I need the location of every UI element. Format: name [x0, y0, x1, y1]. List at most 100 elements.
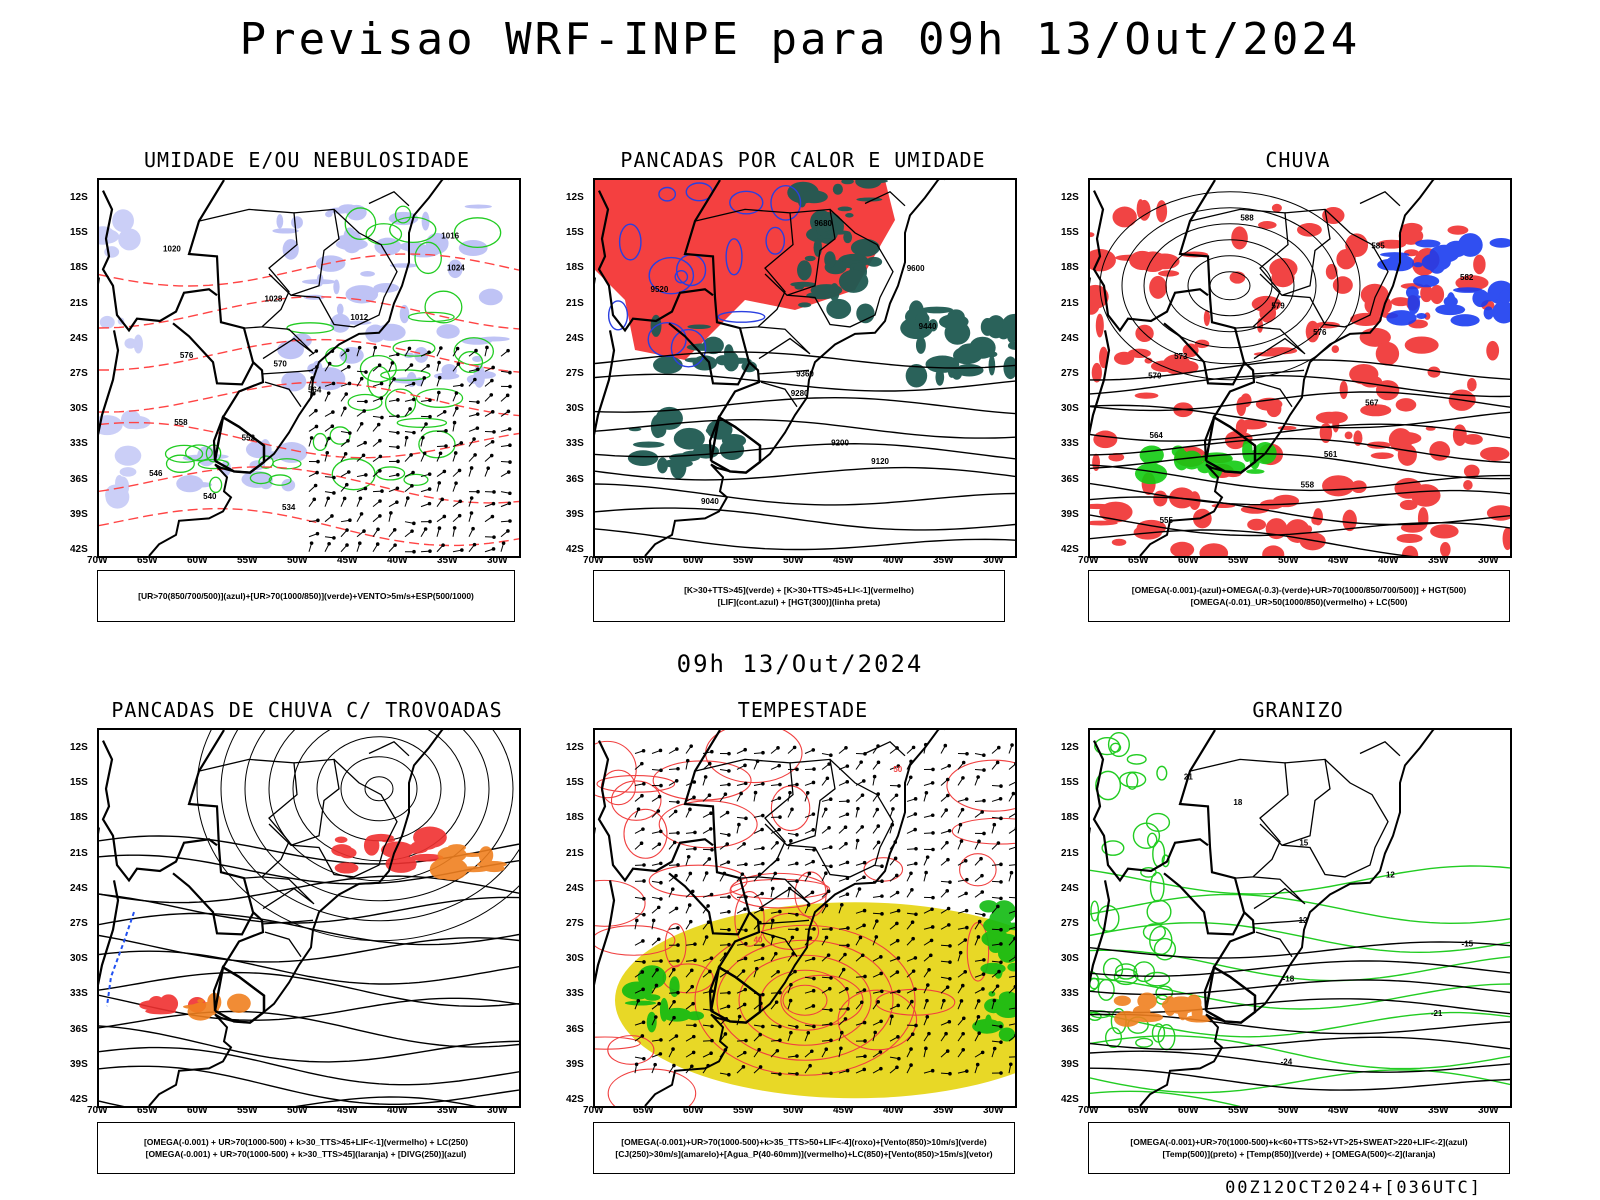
lat-tick-label: 39S: [566, 1058, 584, 1070]
lat-tick-label: 15S: [70, 227, 88, 239]
contour-label: 1012: [350, 313, 368, 322]
jet-yellow-area: [615, 902, 1015, 1099]
rain-blue-area: [1377, 233, 1510, 327]
map-canvas: [99, 730, 519, 1106]
hgt500-contours: [1090, 359, 1510, 556]
lat-tick-label: 24S: [70, 332, 88, 344]
legend-line: [LIF](cont.azul) + [HGT(300)](linha pret…: [717, 597, 881, 607]
lon-tick-label: 40W: [883, 1105, 904, 1116]
lat-tick-label: 24S: [70, 882, 88, 894]
hgt300-contours: [595, 351, 1015, 551]
lat-tick-label: 24S: [566, 882, 584, 894]
lat-tick-label: 12S: [566, 742, 584, 753]
contour-label: 12: [1386, 870, 1395, 879]
lon-tick-label: 30W: [1478, 555, 1499, 566]
contour-label: 564: [308, 386, 322, 395]
wind850-green-area-west: [621, 965, 705, 1033]
legend-line: [Temp(500)](preto) + [Temp(850)](verde) …: [1162, 1149, 1436, 1159]
lat-tick-label: 42S: [70, 543, 88, 555]
map-frame: 1016 1020 1024 1028 1012 576 570 564 558 552 546 54…: [97, 178, 521, 558]
contour-labels: 9680 9600 9520 9440 9360 9280 9200 9120 9040: [651, 219, 937, 506]
instability-teal-area-south: [627, 406, 747, 480]
lat-tick-label: 12S: [1061, 742, 1079, 753]
lat-tick-label: 27S: [566, 917, 584, 929]
panel-title: PANCADAS DE CHUVA C/ TROVOADAS: [111, 698, 503, 722]
lon-tick-label: 60W: [187, 1105, 208, 1116]
storm-orange-area: [429, 844, 507, 881]
lon-tick-label: 45W: [337, 555, 358, 566]
geo-boundaries: [1090, 180, 1440, 556]
lon-tick-label: 45W: [1328, 555, 1349, 566]
lon-tick-label: 45W: [337, 1105, 358, 1116]
lon-tick-label: 55W: [237, 1105, 258, 1116]
temp850-green-isolines: [1090, 865, 1510, 1106]
lat-tick-label: 33S: [566, 988, 584, 1000]
contour-label: 15: [1299, 838, 1308, 847]
lat-tick-label: 36S: [70, 1023, 88, 1035]
lat-tick-label: 21S: [1061, 297, 1079, 309]
lat-tick-label: 36S: [566, 473, 584, 485]
lon-tick-label: 40W: [1378, 1105, 1399, 1116]
legend-line: [UR>70(850/700/500)](azul)+[UR>70(1000/8…: [138, 591, 474, 601]
lon-tick-label: 60W: [683, 555, 704, 566]
contour-label: 558: [174, 418, 188, 427]
lon-tick-label: 50W: [1278, 1105, 1299, 1116]
lon-tick-label: 60W: [187, 555, 208, 566]
lat-tick-label: 21S: [70, 847, 88, 859]
lat-tick-label: 18S: [1061, 262, 1079, 274]
lon-tick-label: 35W: [437, 555, 458, 566]
streamlines-500: [1099, 191, 1361, 381]
instability-teal-area-east: [900, 300, 1015, 388]
legend-box: [OMEGA(-0.001)-(azul)+OMEGA(-0.3)-(verde…: [1088, 570, 1510, 622]
lat-tick-label: 18S: [70, 262, 88, 274]
legend-line: [CJ(250)>30m/s](amarelo)+[Agua_P(40-60mm…: [615, 1149, 993, 1159]
lat-tick-label: 30S: [566, 953, 584, 965]
temp850-green-contours: [1090, 732, 1177, 1051]
lon-tick-label: 70W: [1078, 555, 1099, 566]
lon-tick-label: 55W: [1228, 1105, 1249, 1116]
map-frame: 21 18 15 12 -12 -15 -18 -21 -24: [1088, 728, 1512, 1108]
contour-label: 579: [1271, 301, 1285, 310]
contour-label: -21: [1431, 1009, 1443, 1018]
contour-label: 9280: [791, 389, 809, 398]
lon-tick-label: 35W: [437, 1105, 458, 1116]
geo-boundaries: [595, 180, 945, 556]
wind850-green-area: [972, 900, 1015, 1042]
contour-label: 1016: [441, 231, 459, 240]
lon-tick-label: 35W: [1428, 1105, 1449, 1116]
lat-tick-label: 27S: [1061, 917, 1079, 929]
lat-tick-label: 21S: [1061, 847, 1079, 859]
lat-tick-label: 27S: [1061, 367, 1079, 379]
contour-label: 570: [274, 360, 288, 369]
lon-tick-label: 40W: [387, 555, 408, 566]
contour-label: -15: [1462, 939, 1474, 948]
contour-label: 9680: [814, 219, 832, 228]
contour-label: 564: [1150, 431, 1164, 440]
contour-label: 9200: [831, 439, 849, 448]
lat-tick-label: 33S: [1061, 438, 1079, 450]
map-canvas: 1016 1020 1024 1028 1012 576 570 564 558 552 546 54…: [99, 180, 519, 556]
legend-line: [OMEGA(-0.01)_UR>50(1000/850)(vermelho) …: [1190, 597, 1408, 607]
lon-tick-label: 50W: [1278, 555, 1299, 566]
panel-title: UMIDADE E/OU NEBULOSIDADE: [143, 148, 471, 172]
contour-labels: 1016 1020 1024 1028 1012 576 570 564 558 552 546 54…: [149, 231, 465, 511]
contour-label: 9040: [701, 497, 719, 506]
map-frame: 50 40: [593, 728, 1017, 1108]
lat-tick-label: 36S: [566, 1023, 584, 1035]
contour-label: 1024: [447, 263, 465, 272]
lon-tick-label: 45W: [833, 555, 854, 566]
lat-tick-label: 36S: [70, 473, 88, 485]
map-canvas: 50 40: [595, 730, 1015, 1106]
lon-tick-label: 60W: [1178, 555, 1199, 566]
lat-tick-label: 18S: [566, 812, 584, 824]
wind850-vectors: [634, 742, 1015, 1077]
lat-tick-label: 24S: [566, 332, 584, 344]
geo-boundaries: [99, 730, 449, 1106]
contour-label: 50: [893, 765, 902, 774]
storm-red-area: [331, 826, 447, 874]
contour-label: 570: [1148, 371, 1162, 380]
legend-line: [OMEGA(-0.001)-(azul)+OMEGA(-0.3)-(verde…: [1131, 585, 1467, 595]
lon-tick-label: 30W: [1478, 1105, 1499, 1116]
lc850-red-contours: [595, 730, 1015, 1106]
lat-tick-label: 21S: [566, 847, 584, 859]
